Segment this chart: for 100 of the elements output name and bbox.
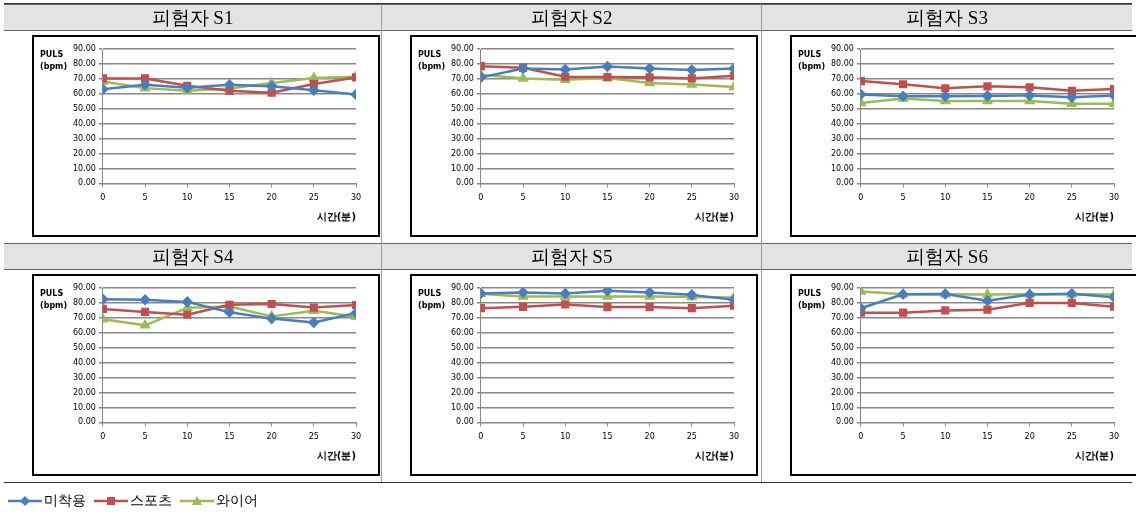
chart-title: 피험자 S3 [762,4,1132,31]
y-tick-label: 40.00 [831,118,854,128]
x-tick-label: 15 [982,432,993,442]
x-axis-title: 시간(분) [694,449,734,461]
y-tick-label: 50.00 [451,103,474,113]
chart-title: 피험자 S4 [4,243,381,270]
x-tick-label: 0 [478,432,484,442]
legend-label: 와이어 [216,492,258,510]
y-tick-label: 70.00 [73,312,96,322]
y-tick-label: 70.00 [451,73,474,83]
y-tick-label: 50.00 [73,342,96,352]
x-tick-label: 30 [728,193,740,203]
y-tick-label: 60.00 [831,88,854,98]
y-tick-label: 0.00 [78,417,96,427]
x-tick-label: 10 [182,432,193,442]
y-tick-label: 20.00 [73,387,96,397]
x-tick-label: 25 [1066,193,1077,203]
y-tick-label: 30.00 [831,133,854,143]
x-tick-label: 20 [644,193,655,203]
x-axis-title: 시간(분) [694,210,734,222]
legend-label: 스포츠 [130,492,172,510]
y-tick-label: 30.00 [451,133,474,143]
x-tick-label: 20 [1024,432,1035,442]
y-tick-label: 90.00 [451,283,474,293]
x-tick-label: 5 [900,193,906,203]
y-tick-label: 40.00 [831,357,854,367]
x-tick-label: 25 [308,193,319,203]
x-tick-label: 5 [142,193,148,203]
y-tick-label: 10.00 [73,163,96,173]
x-axis-title: 시간(분) [316,449,356,461]
y-tick-label: 90.00 [451,44,474,54]
x-tick-label: 30 [350,432,362,442]
y-tick-label: 50.00 [831,103,854,113]
y-tick-label: 0.00 [836,178,854,188]
y-tick-label: 50.00 [831,342,854,352]
y-tick-label: 10.00 [451,402,474,412]
y-tick-label: 0.00 [456,178,474,188]
y-tick-label: 0.00 [836,417,854,427]
x-tick-label: 20 [266,193,277,203]
y-tick-label: 70.00 [451,312,474,322]
x-tick-label: 0 [858,432,864,442]
x-tick-label: 0 [100,432,106,442]
x-tick-label: 15 [602,193,613,203]
x-tick-label: 15 [982,193,993,203]
x-tick-label: 5 [520,193,526,203]
y-tick-label: 10.00 [831,402,854,412]
y-tick-label: 30.00 [451,372,474,382]
x-tick-label: 30 [1108,193,1120,203]
x-tick-label: 20 [644,432,655,442]
y-tick-label: 90.00 [73,283,96,293]
y-tick-label: 40.00 [451,357,474,367]
x-tick-label: 15 [224,432,235,442]
x-tick-label: 25 [1066,432,1077,442]
y-tick-label: 60.00 [73,88,96,98]
y-tick-label: 70.00 [73,73,96,83]
y-tick-label: 20.00 [451,387,474,397]
x-tick-label: 30 [350,193,362,203]
x-tick-label: 10 [940,432,951,442]
x-tick-label: 30 [728,432,740,442]
y-axis-title: PULS (bpm) [798,289,826,310]
y-tick-label: 80.00 [831,298,854,308]
y-tick-label: 30.00 [73,372,96,382]
y-tick-label: 40.00 [73,118,96,128]
y-tick-label: 90.00 [831,44,854,54]
y-tick-label: 20.00 [73,148,96,158]
y-tick-label: 80.00 [831,59,854,69]
y-tick-label: 0.00 [78,178,96,188]
x-tick-label: 5 [900,432,906,442]
y-axis-title: PULS (bpm) [798,50,826,71]
x-tick-label: 5 [520,432,526,442]
x-tick-label: 20 [266,432,277,442]
x-tick-label: 15 [602,432,613,442]
chart-title: 피험자 S6 [762,243,1132,270]
y-tick-label: 10.00 [451,163,474,173]
y-tick-label: 90.00 [831,283,854,293]
x-tick-label: 25 [686,193,697,203]
y-tick-label: 50.00 [73,103,96,113]
x-tick-label: 0 [100,193,106,203]
x-tick-label: 30 [1108,432,1120,442]
y-tick-label: 50.00 [451,342,474,352]
y-tick-label: 20.00 [831,387,854,397]
x-tick-label: 10 [940,193,951,203]
y-tick-label: 10.00 [831,163,854,173]
x-axis-title: 시간(분) [1074,210,1114,222]
x-tick-label: 20 [1024,193,1035,203]
x-tick-label: 25 [308,432,319,442]
chart-title: 피험자 S5 [382,243,761,270]
x-axis-title: 시간(분) [1074,449,1114,461]
y-tick-label: 80.00 [451,59,474,69]
y-tick-label: 90.00 [73,44,96,54]
y-tick-label: 60.00 [831,327,854,337]
y-axis-title: PULS (bpm) [418,50,446,71]
y-tick-label: 60.00 [451,327,474,337]
y-tick-label: 80.00 [73,298,96,308]
y-tick-label: 30.00 [831,372,854,382]
y-tick-label: 20.00 [831,148,854,158]
y-axis-title: PULS (bpm) [40,50,68,71]
y-tick-label: 60.00 [451,88,474,98]
y-tick-label: 40.00 [451,118,474,128]
x-axis-title: 시간(분) [316,210,356,222]
